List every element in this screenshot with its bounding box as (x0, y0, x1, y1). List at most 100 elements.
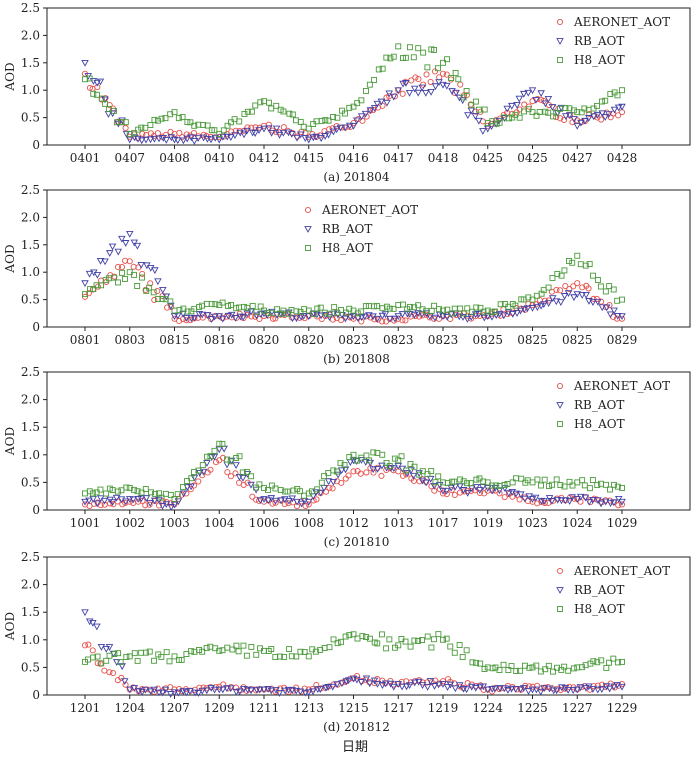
legend-label: AERONET_AOT (573, 15, 670, 29)
data-point (114, 279, 121, 286)
data-point (570, 665, 577, 672)
data-point (403, 310, 412, 318)
data-point (139, 685, 146, 693)
data-point (516, 496, 523, 503)
data-point (446, 681, 455, 689)
data-point (605, 685, 614, 693)
data-point (467, 480, 474, 487)
data-point (545, 662, 552, 669)
data-point (248, 473, 255, 480)
y-tick-label: 1.5 (21, 420, 40, 434)
data-point (386, 315, 394, 323)
data-point (194, 690, 203, 697)
data-point (529, 664, 536, 671)
data-point (207, 643, 214, 650)
data-point (381, 680, 390, 688)
data-point (248, 129, 257, 137)
data-point (383, 459, 390, 466)
data-point (619, 658, 625, 665)
data-point (115, 650, 122, 657)
data-point (264, 497, 273, 505)
data-point (162, 136, 171, 144)
data-point (265, 121, 272, 128)
legend-label: H8_AOT (574, 417, 625, 431)
x-tick-label: 1224 (472, 701, 503, 715)
data-point (377, 98, 386, 106)
data-point (577, 261, 584, 268)
data-point (471, 684, 480, 692)
data-point (565, 667, 572, 674)
data-point (552, 298, 561, 306)
data-point (566, 683, 573, 690)
data-point (272, 125, 281, 133)
data-point (536, 109, 543, 115)
data-point (130, 486, 137, 493)
data-point (293, 308, 300, 315)
series-aeronet-aot (81, 68, 626, 142)
data-point (509, 311, 517, 318)
data-point (610, 655, 617, 662)
data-point (142, 502, 149, 509)
data-point (331, 304, 338, 311)
y-tick-label: 0.5 (21, 293, 40, 307)
legend-label: H8_AOT (574, 53, 625, 67)
data-point (602, 97, 609, 104)
data-point (419, 637, 426, 644)
data-point (391, 455, 398, 462)
data-point (244, 124, 251, 131)
data-point (424, 64, 431, 71)
data-point (148, 489, 154, 496)
data-point (415, 637, 422, 644)
data-point (532, 97, 540, 104)
data-point (399, 472, 407, 479)
data-point (463, 489, 472, 497)
data-point (451, 478, 458, 485)
data-point (313, 311, 321, 319)
legend-marker (556, 402, 564, 409)
data-point (171, 653, 178, 660)
data-point (386, 305, 393, 312)
y-tick-label: 0 (32, 503, 40, 517)
plot-frame (46, 371, 691, 511)
data-point (566, 478, 573, 485)
data-point (301, 306, 308, 313)
data-point (203, 645, 210, 652)
data-point (383, 99, 391, 107)
data-point (103, 657, 110, 664)
data-point (272, 499, 279, 506)
data-point (163, 649, 170, 656)
data-point (313, 681, 320, 689)
data-point (525, 493, 534, 501)
data-point (228, 128, 235, 135)
data-point (134, 488, 141, 495)
data-point (564, 290, 573, 297)
data-point (520, 90, 528, 98)
data-point (410, 679, 419, 687)
data-point (257, 99, 264, 106)
data-point (86, 84, 93, 91)
data-point (224, 469, 231, 476)
data-point (212, 459, 220, 466)
data-point (85, 270, 94, 278)
data-point (196, 304, 202, 311)
data-point (333, 468, 340, 475)
series-h8-aot (82, 252, 625, 317)
data-point (244, 108, 251, 115)
data-point (370, 449, 377, 456)
data-point (264, 686, 272, 693)
x-tick-label: 0825 (562, 333, 593, 347)
x-tick-label: 1012 (338, 516, 369, 530)
data-point (476, 312, 483, 320)
data-point (476, 475, 483, 482)
data-point (114, 263, 122, 271)
y-tick-label: 2.0 (21, 210, 40, 224)
data-point (296, 131, 305, 139)
data-point (203, 687, 211, 695)
data-point (561, 497, 570, 505)
data-point (383, 645, 390, 652)
data-point (565, 112, 574, 119)
data-point (276, 653, 283, 660)
data-point (120, 678, 129, 685)
legend-marker (556, 18, 564, 26)
data-point (419, 312, 426, 319)
